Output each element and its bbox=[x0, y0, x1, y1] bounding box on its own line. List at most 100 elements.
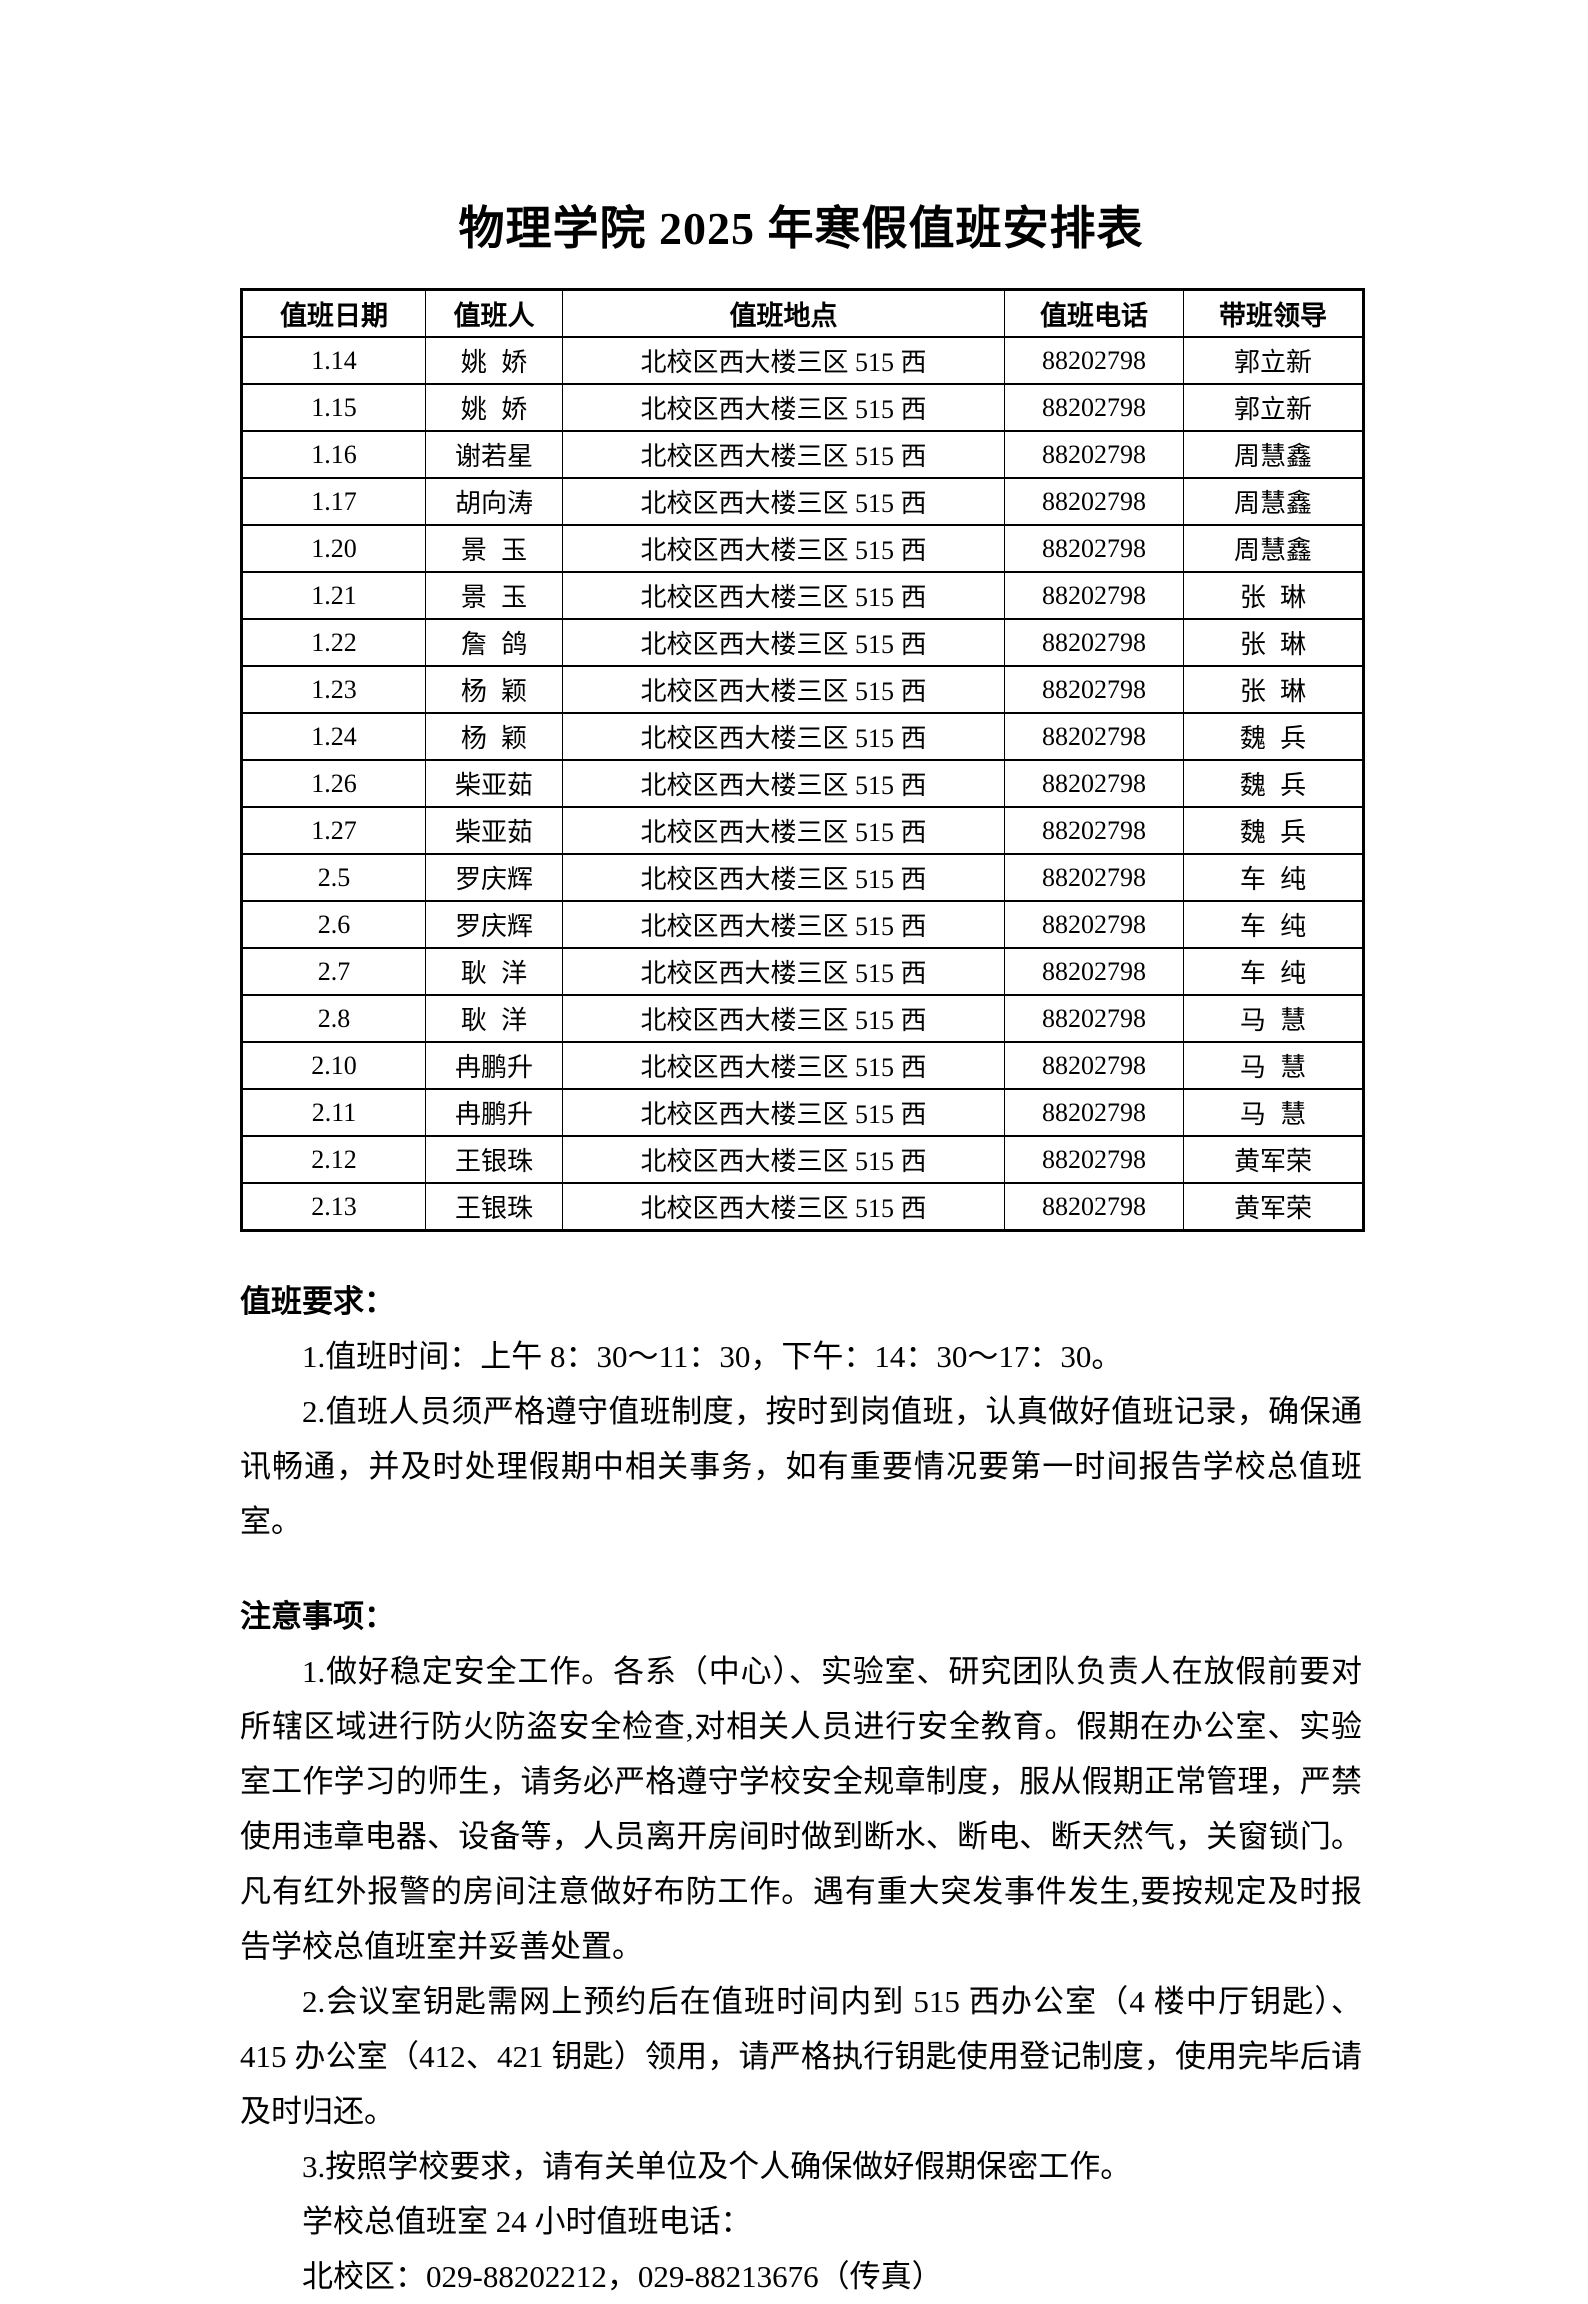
paragraph: 1.值班时间：上午 8：30～11：30，下午：14：30～17：30。 bbox=[302, 1339, 1123, 1374]
leader-cell: 郭立新 bbox=[1183, 336, 1364, 385]
phone-cell: 88202798 bbox=[1004, 665, 1184, 714]
table-row: 2.11 冉鹏升 北校区西大楼三区 515 西 88202798 马慧 bbox=[241, 1088, 1364, 1137]
person-cell: 王银珠 bbox=[425, 1182, 563, 1232]
paragraph: 2.值班人员须严格遵守值班制度，按时到岗值班，认真做好值班记录，确保通讯畅通，并… bbox=[240, 1394, 1362, 1539]
text-sections: 值班要求： 1.值班时间：上午 8：30～11：30，下午：14：30～17：3… bbox=[240, 1274, 1362, 2304]
table-row: 2.8 耿洋 北校区西大楼三区 515 西 88202798 马慧 bbox=[241, 994, 1364, 1043]
leader-cell: 张琳 bbox=[1183, 571, 1364, 620]
location-cell: 北校区西大楼三区 515 西 bbox=[562, 524, 1005, 573]
phone-cell: 88202798 bbox=[1004, 1088, 1184, 1137]
table-row: 2.6 罗庆辉 北校区西大楼三区 515 西 88202798 车纯 bbox=[241, 900, 1364, 949]
date-cell: 2.11 bbox=[241, 1088, 426, 1137]
section-notes: 注意事项： 1.做好稳定安全工作。各系（中心）、实验室、研究团队负责人在放假前要… bbox=[240, 1589, 1362, 2304]
date-cell: 1.22 bbox=[241, 618, 426, 667]
person-cell: 景玉 bbox=[425, 524, 563, 573]
table-row: 1.14 姚娇 北校区西大楼三区 515 西 88202798 郭立新 bbox=[241, 336, 1364, 385]
location-cell: 北校区西大楼三区 515 西 bbox=[562, 994, 1005, 1043]
table-row: 2.10 冉鹏升 北校区西大楼三区 515 西 88202798 马慧 bbox=[241, 1041, 1364, 1090]
person-cell: 冉鹏升 bbox=[425, 1041, 563, 1090]
section-paragraphs: 1.做好稳定安全工作。各系（中心）、实验室、研究团队负责人在放假前要对所辖区域进… bbox=[240, 1644, 1362, 2304]
column-header: 值班地点 bbox=[562, 288, 1005, 338]
leader-cell: 张琳 bbox=[1183, 665, 1364, 714]
location-cell: 北校区西大楼三区 515 西 bbox=[562, 665, 1005, 714]
paragraph: 1.做好稳定安全工作。各系（中心）、实验室、研究团队负责人在放假前要对所辖区域进… bbox=[240, 1654, 1362, 1964]
location-cell: 北校区西大楼三区 515 西 bbox=[562, 759, 1005, 808]
location-cell: 北校区西大楼三区 515 西 bbox=[562, 336, 1005, 385]
person-cell: 胡向涛 bbox=[425, 477, 563, 526]
leader-cell: 车纯 bbox=[1183, 947, 1364, 996]
column-header: 带班领导 bbox=[1183, 288, 1364, 338]
document-page: 物理学院 2025 年寒假值班安排表 值班日期 值班人 值班地点 值班电话 带班领导 1… bbox=[240, 203, 1365, 2294]
leader-cell: 黄军荣 bbox=[1183, 1135, 1364, 1184]
location-cell: 北校区西大楼三区 515 西 bbox=[562, 1135, 1005, 1184]
leader-cell: 马慧 bbox=[1183, 1088, 1364, 1137]
table-row: 1.15 姚娇 北校区西大楼三区 515 西 88202798 郭立新 bbox=[241, 383, 1364, 432]
leader-cell: 黄军荣 bbox=[1183, 1182, 1364, 1232]
column-header: 值班电话 bbox=[1004, 288, 1184, 338]
location-cell: 北校区西大楼三区 515 西 bbox=[562, 571, 1005, 620]
date-cell: 2.5 bbox=[241, 853, 426, 902]
date-cell: 1.24 bbox=[241, 712, 426, 761]
paragraph: 3.按照学校要求，请有关单位及个人确保做好假期保密工作。 bbox=[302, 2149, 1132, 2184]
person-cell: 王银珠 bbox=[425, 1135, 563, 1184]
table-row: 2.5 罗庆辉 北校区西大楼三区 515 西 88202798 车纯 bbox=[241, 853, 1364, 902]
date-cell: 1.16 bbox=[241, 430, 426, 479]
date-cell: 1.26 bbox=[241, 759, 426, 808]
table-body: 1.14 姚娇 北校区西大楼三区 515 西 88202798 郭立新 1.15 姚娇 北校区… bbox=[241, 336, 1364, 1232]
table-row: 1.16 谢若星 北校区西大楼三区 515 西 88202798 周慧鑫 bbox=[241, 430, 1364, 479]
table-row: 1.23 杨颖 北校区西大楼三区 515 西 88202798 张琳 bbox=[241, 665, 1364, 714]
location-cell: 北校区西大楼三区 515 西 bbox=[562, 383, 1005, 432]
paragraph: 北校区：029-88202212，029-88213676（传真） bbox=[302, 2259, 943, 2294]
table-row: 1.22 詹鸽 北校区西大楼三区 515 西 88202798 张琳 bbox=[241, 618, 1364, 667]
date-cell: 1.20 bbox=[241, 524, 426, 573]
leader-cell: 车纯 bbox=[1183, 900, 1364, 949]
table-row: 1.17 胡向涛 北校区西大楼三区 515 西 88202798 周慧鑫 bbox=[241, 477, 1364, 526]
person-cell: 杨颖 bbox=[425, 665, 563, 714]
table-row: 1.26 柴亚茹 北校区西大楼三区 515 西 88202798 魏兵 bbox=[241, 759, 1364, 808]
table-row: 2.12 王银珠 北校区西大楼三区 515 西 88202798 黄军荣 bbox=[241, 1135, 1364, 1184]
location-cell: 北校区西大楼三区 515 西 bbox=[562, 430, 1005, 479]
leader-cell: 周慧鑫 bbox=[1183, 477, 1364, 526]
phone-cell: 88202798 bbox=[1004, 1041, 1184, 1090]
leader-cell: 周慧鑫 bbox=[1183, 430, 1364, 479]
date-cell: 1.27 bbox=[241, 806, 426, 855]
date-cell: 2.7 bbox=[241, 947, 426, 996]
person-cell: 詹鸽 bbox=[425, 618, 563, 667]
phone-cell: 88202798 bbox=[1004, 430, 1184, 479]
page-title: 物理学院 2025 年寒假值班安排表 bbox=[458, 203, 1144, 254]
person-cell: 耿洋 bbox=[425, 947, 563, 996]
phone-cell: 88202798 bbox=[1004, 712, 1184, 761]
date-cell: 2.13 bbox=[241, 1182, 426, 1232]
person-cell: 姚娇 bbox=[425, 383, 563, 432]
table-row: 1.21 景玉 北校区西大楼三区 515 西 88202798 张琳 bbox=[241, 571, 1364, 620]
phone-cell: 88202798 bbox=[1004, 853, 1184, 902]
leader-cell: 张琳 bbox=[1183, 618, 1364, 667]
section-heading: 注意事项： bbox=[240, 1599, 395, 1634]
table-row: 1.24 杨颖 北校区西大楼三区 515 西 88202798 魏兵 bbox=[241, 712, 1364, 761]
table-row: 2.13 王银珠 北校区西大楼三区 515 西 88202798 黄军荣 bbox=[241, 1182, 1364, 1232]
person-cell: 景玉 bbox=[425, 571, 563, 620]
location-cell: 北校区西大楼三区 515 西 bbox=[562, 947, 1005, 996]
phone-cell: 88202798 bbox=[1004, 524, 1184, 573]
column-header: 值班人 bbox=[425, 288, 563, 338]
leader-cell: 魏兵 bbox=[1183, 806, 1364, 855]
date-cell: 1.21 bbox=[241, 571, 426, 620]
phone-cell: 88202798 bbox=[1004, 994, 1184, 1043]
table-row: 2.7 耿洋 北校区西大楼三区 515 西 88202798 车纯 bbox=[241, 947, 1364, 996]
date-cell: 2.10 bbox=[241, 1041, 426, 1090]
leader-cell: 魏兵 bbox=[1183, 712, 1364, 761]
date-cell: 2.6 bbox=[241, 900, 426, 949]
date-cell: 1.15 bbox=[241, 383, 426, 432]
location-cell: 北校区西大楼三区 515 西 bbox=[562, 1088, 1005, 1137]
leader-cell: 周慧鑫 bbox=[1183, 524, 1364, 573]
phone-cell: 88202798 bbox=[1004, 383, 1184, 432]
phone-cell: 88202798 bbox=[1004, 759, 1184, 808]
leader-cell: 魏兵 bbox=[1183, 759, 1364, 808]
person-cell: 杨颖 bbox=[425, 712, 563, 761]
location-cell: 北校区西大楼三区 515 西 bbox=[562, 1041, 1005, 1090]
section-paragraphs: 1.值班时间：上午 8：30～11：30，下午：14：30～17：30。 2.值班… bbox=[240, 1329, 1362, 1549]
duty-schedule-table: 值班日期 值班人 值班地点 值班电话 带班领导 1.14 姚娇 北校区西大楼三区 515 西… bbox=[240, 288, 1365, 1232]
phone-cell: 88202798 bbox=[1004, 618, 1184, 667]
person-cell: 罗庆辉 bbox=[425, 900, 563, 949]
phone-cell: 88202798 bbox=[1004, 336, 1184, 385]
